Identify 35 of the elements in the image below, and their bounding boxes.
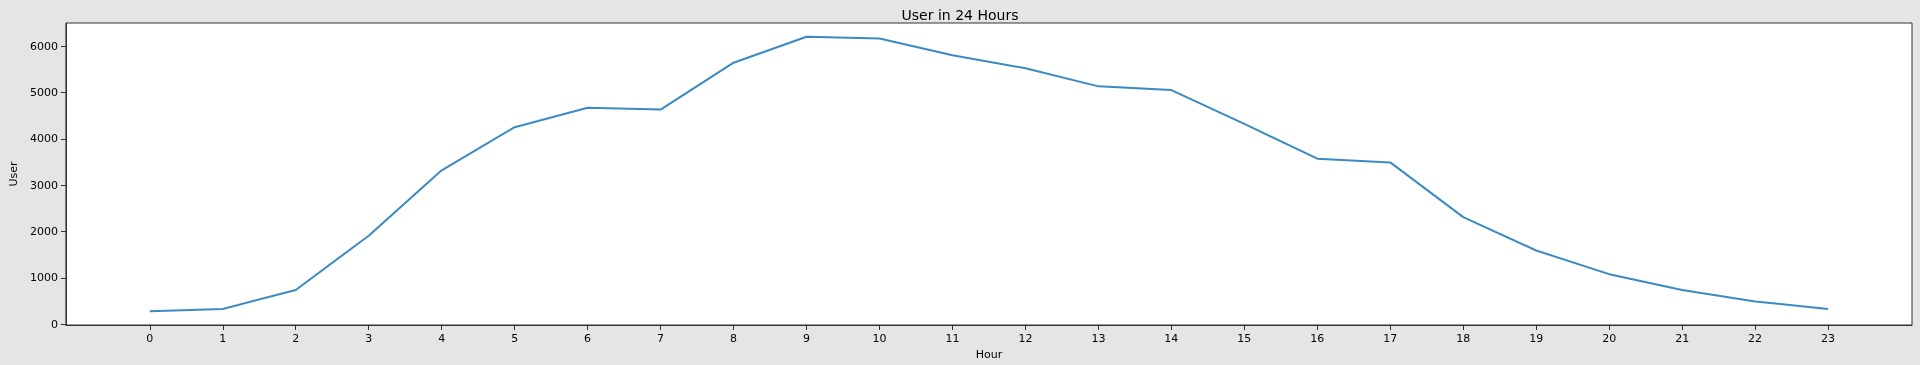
x-tick-label: 23 bbox=[1821, 332, 1836, 345]
x-tick-label: 4 bbox=[438, 332, 446, 345]
y-tick-label: 5000 bbox=[29, 85, 58, 99]
x-tick-label: 19 bbox=[1529, 332, 1544, 345]
line-series bbox=[148, 35, 1830, 313]
x-axis-title: Hour bbox=[975, 347, 1003, 361]
y-tick-label: 1000 bbox=[29, 271, 58, 285]
y-tick-label: 4000 bbox=[29, 132, 58, 146]
x-tick-label: 10 bbox=[872, 332, 887, 345]
x-tick-label: 8 bbox=[730, 332, 738, 345]
x-tick-label: 5 bbox=[511, 332, 519, 345]
x-tick-label: 3 bbox=[365, 332, 373, 345]
x-tick-label: 9 bbox=[803, 332, 811, 345]
x-tick-label: 22 bbox=[1748, 332, 1763, 345]
x-tick-label: 13 bbox=[1091, 332, 1106, 345]
x-tick-label: 11 bbox=[945, 332, 960, 345]
x-tick-label: 17 bbox=[1383, 332, 1398, 345]
y-tick-label: 2000 bbox=[29, 225, 58, 239]
x-tick-label: 0 bbox=[146, 332, 154, 345]
x-tick-label: 20 bbox=[1602, 332, 1617, 345]
x-tick-label: 2 bbox=[292, 332, 300, 345]
y-axis-title: User bbox=[7, 160, 20, 187]
x-tick-label: 12 bbox=[1018, 332, 1033, 345]
x-tick-label: 18 bbox=[1456, 332, 1471, 345]
x-tick-label: 15 bbox=[1237, 332, 1252, 345]
chart-title: User in 24 Hours bbox=[901, 7, 1019, 23]
y-tick-label: 3000 bbox=[29, 178, 58, 192]
x-tick-label: 16 bbox=[1310, 332, 1325, 345]
y-tick-label: 6000 bbox=[29, 39, 58, 53]
y-tick-label: 0 bbox=[50, 317, 58, 331]
x-tick-label: 7 bbox=[657, 332, 665, 345]
x-tick-label: 14 bbox=[1164, 332, 1179, 345]
x-tick-label: 1 bbox=[219, 332, 227, 345]
x-tick-label: 21 bbox=[1675, 332, 1690, 345]
x-tick-label: 6 bbox=[584, 332, 592, 345]
